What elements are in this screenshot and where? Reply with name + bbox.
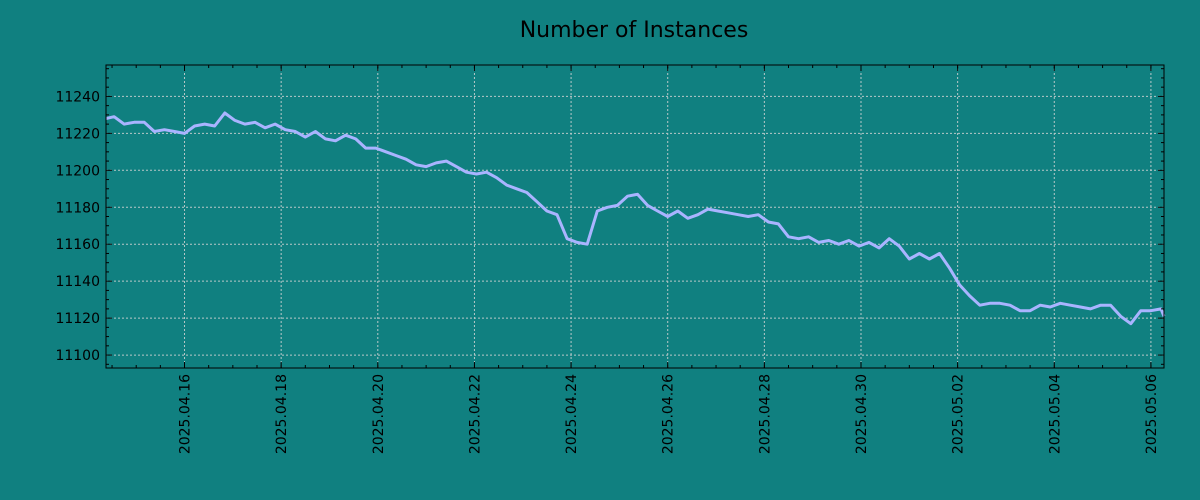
y-tick-label: 11180 bbox=[55, 200, 100, 216]
x-tick-label: 2025.04.28 bbox=[757, 374, 773, 454]
grid-lines bbox=[106, 65, 1164, 368]
x-tick-label: 2025.04.22 bbox=[467, 374, 483, 454]
x-tick-label: 2025.05.04 bbox=[1047, 374, 1063, 454]
x-tick-label: 2025.04.18 bbox=[274, 374, 290, 454]
x-tick-label: 2025.05.06 bbox=[1144, 374, 1160, 454]
y-tick-label: 11200 bbox=[55, 163, 100, 179]
y-tick-label: 11160 bbox=[55, 237, 100, 253]
y-tick-label: 11140 bbox=[55, 274, 100, 290]
x-tick-label: 2025.04.30 bbox=[854, 374, 870, 454]
series-layer bbox=[105, 111, 1166, 326]
series-line bbox=[105, 111, 1166, 326]
x-tick-label: 2025.04.16 bbox=[178, 374, 194, 454]
y-tick-label: 11240 bbox=[55, 89, 100, 105]
x-tick-label: 2025.05.02 bbox=[951, 374, 967, 454]
y-tick-label: 11100 bbox=[55, 348, 100, 364]
y-tick-label: 11220 bbox=[55, 126, 100, 142]
chart-title: Number of Instances bbox=[520, 18, 749, 43]
x-tick-label: 2025.04.20 bbox=[371, 374, 387, 454]
x-tick-label: 2025.04.26 bbox=[661, 374, 677, 454]
y-tick-label: 11120 bbox=[55, 311, 100, 327]
axis-ticks: 11100 11120 11140 11160 11180 11200 11220 11240… bbox=[55, 65, 1164, 454]
x-tick-label: 2025.04.24 bbox=[564, 374, 580, 454]
plot-area-frame bbox=[105, 64, 1165, 369]
